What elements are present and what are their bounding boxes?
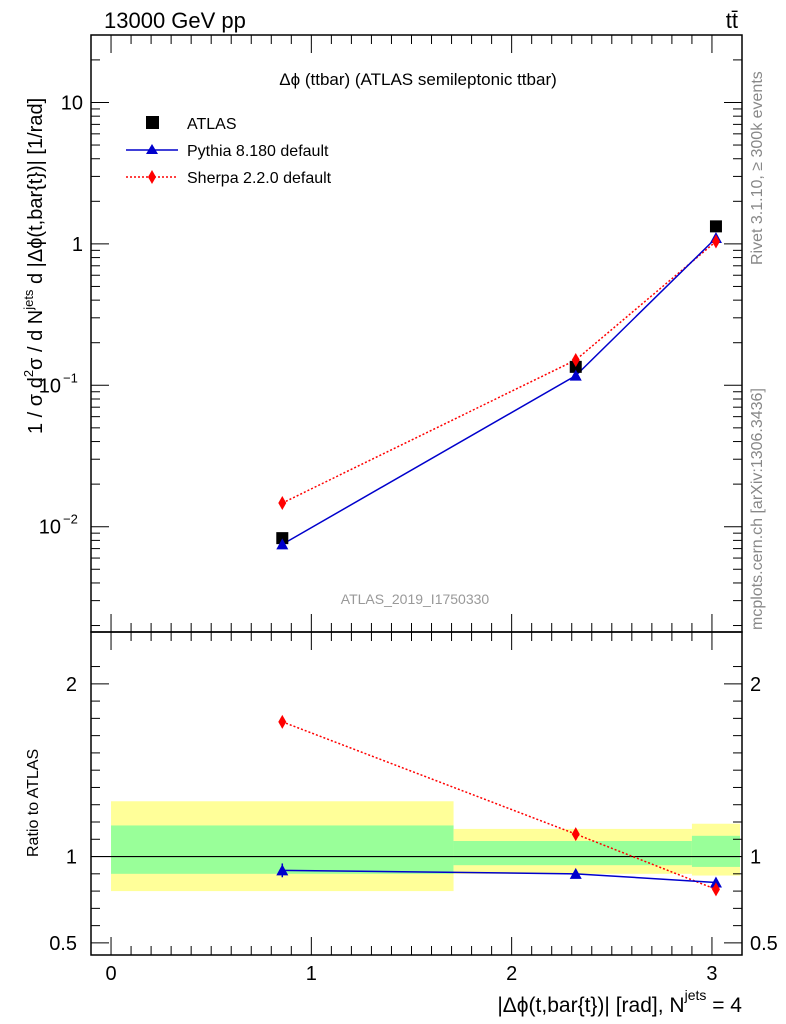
y-tick-label: 10: [39, 517, 61, 539]
legend-sherpa-label: Sherpa 2.2.0 default: [187, 170, 332, 187]
ratio-band-green: [691, 835, 740, 867]
ratio-band-green: [453, 841, 692, 866]
legend-sherpa-marker: [148, 170, 156, 184]
legend-pythia-marker: [146, 144, 158, 154]
watermark: ATLAS_2019_I1750330: [341, 591, 490, 607]
ratio-sherpa-point: [711, 882, 720, 897]
rivet-label: Rivet 3.1.10, ≥ 300k events: [749, 71, 766, 265]
pythia-point: [276, 538, 289, 550]
legend-pythia-label: Pythia 8.180 default: [187, 143, 329, 160]
atlas-point: [276, 532, 289, 545]
ratio-tick-label-left: 2: [66, 674, 77, 696]
y-tick-label: 10: [61, 92, 83, 114]
ratio-x-ticks: 0 1 2 3: [105, 632, 718, 985]
main-series: [276, 220, 722, 550]
x-tick-label: 3: [706, 963, 717, 985]
mcplots-label: mcplots.cern.ch [arXiv:1306.3436]: [749, 388, 766, 630]
main-x-ticks: [110, 35, 713, 632]
y-tick-label: 1: [72, 234, 83, 256]
ratio-tick-label-left: 1: [66, 847, 77, 869]
ratio-sherpa-line: [282, 721, 717, 891]
ratio-tick-label-right: 1: [750, 847, 761, 869]
ratio-frame: [90, 631, 743, 956]
ratio-sherpa-point: [571, 827, 580, 842]
sherpa-point: [278, 496, 287, 511]
ratio-pythia-point: [569, 867, 582, 879]
main-ylabel: 1 / σ d2σ / d Njets d |Δϕ(t,bar{t})| [1/…: [21, 98, 47, 434]
main-panel: Δϕ (ttbar) (ATLAS semileptonic ttbar) AT…: [21, 34, 743, 633]
legend-atlas-marker: [146, 116, 159, 129]
ratio-pythia-point: [709, 876, 722, 888]
ratio-series: [276, 714, 722, 897]
process-label: tt̄: [726, 8, 738, 33]
ratio-pythia-point: [276, 864, 289, 876]
y-tick-exponent: −2: [63, 512, 78, 527]
ratio-tick-label-left: 0.5: [49, 933, 77, 955]
atlas-point: [709, 220, 722, 233]
ratio-xlabel: |Δϕ(t,bar{t})| [rad], Njets = 4: [497, 987, 742, 1017]
main-title: Δϕ (ttbar) (ATLAS semileptonic ttbar): [279, 70, 557, 89]
ratio-sherpa-point: [278, 714, 287, 729]
ratio-tick-label-right: 2: [750, 674, 761, 696]
sherpa-point: [571, 352, 580, 367]
pythia-line: [281, 237, 717, 546]
ratio-panel: Ratio to ATLAS 0.5 0.5 1 1 2 2 0 1 2 3 |Δϕ(t,bar…: [25, 631, 778, 1017]
y-tick-label: 10: [39, 375, 61, 397]
legend-atlas-label: ATLAS: [187, 116, 237, 133]
ratio-y-ticks: 0.5 0.5 1 1 2 2: [49, 666, 778, 955]
energy-label: 13000 GeV pp: [104, 8, 246, 33]
x-tick-label: 2: [506, 963, 517, 985]
pythia-point: [569, 369, 582, 381]
legend: ATLAS Pythia 8.180 default Sherpa 2.2.0 …: [126, 116, 332, 187]
x-tick-label: 1: [306, 963, 317, 985]
sherpa-line: [281, 240, 717, 504]
ratio-tick-label-right: 0.5: [750, 933, 778, 955]
y-tick-exponent: −1: [63, 370, 78, 385]
sherpa-point: [711, 234, 720, 249]
ratio-ylabel: Ratio to ATLAS: [25, 749, 42, 857]
x-tick-label: 0: [105, 963, 116, 985]
